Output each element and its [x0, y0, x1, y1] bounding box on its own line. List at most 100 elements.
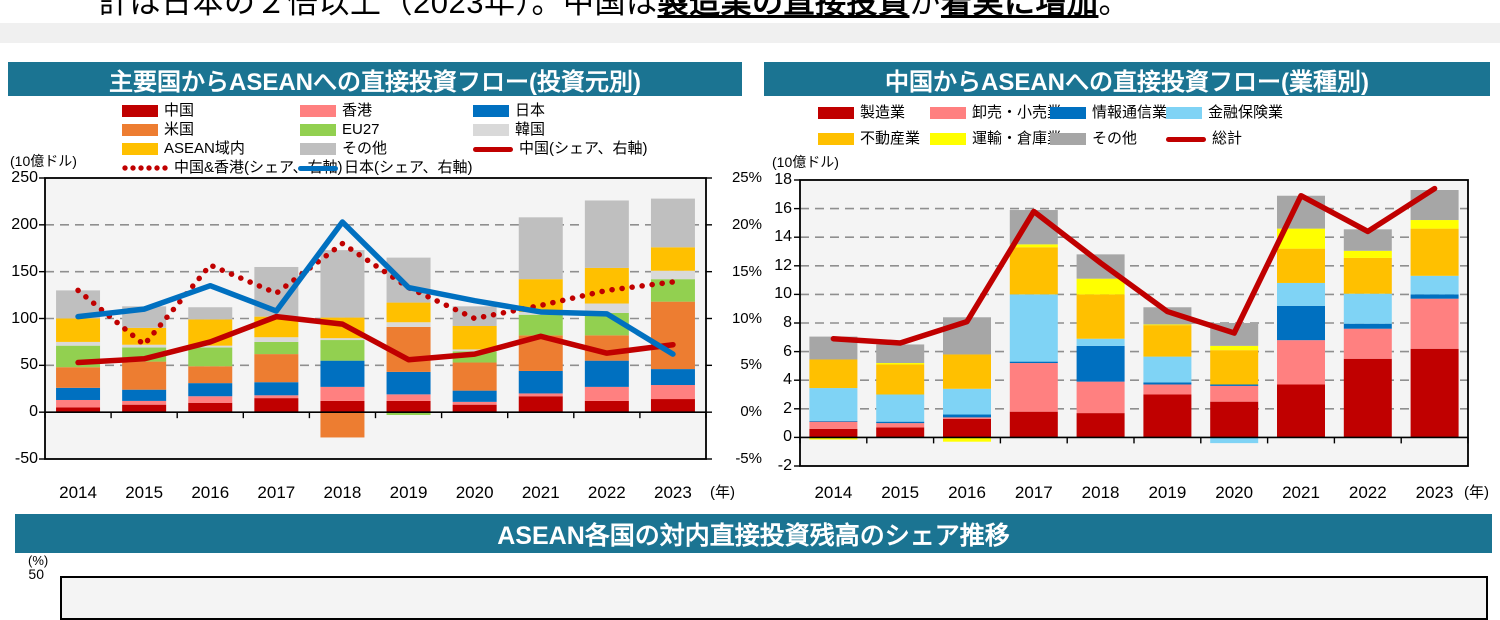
legend-item: 不動産業 — [818, 130, 920, 148]
x-axis-year-label: 2014 — [814, 483, 853, 502]
dotted-line-swatch-icon — [122, 165, 168, 171]
x-axis-year-label: 2014 — [59, 483, 97, 502]
color-box-swatch-icon — [1166, 107, 1202, 119]
legend-label: 総計 — [1212, 130, 1243, 147]
x-axis-year-label: 2017 — [1014, 483, 1053, 502]
y-axis-tick-label: -2 — [777, 457, 792, 474]
legend-item: 香港 — [300, 102, 372, 120]
legend-item: 総計 — [1166, 130, 1242, 148]
legend-item: 日本(シェア、右軸) — [298, 159, 473, 177]
line-swatch-icon — [298, 165, 338, 171]
legend-label: 米国 — [164, 121, 195, 138]
top-text: 計は日本の２倍以上（2023年）。中国は製造業の直接投資が着実に増加。 — [98, 0, 1488, 24]
bottom-chart-plot — [60, 576, 1488, 620]
top-text-segment: 計は日本の２倍以上（2023年）。中国は — [98, 0, 658, 20]
legend-label: 日本 — [515, 102, 546, 119]
y-axis-tick-label: 0 — [29, 403, 38, 421]
left-chart-legend: 中国 香港 日本米国 EU27 韓国 ASEAN域内 その他 中国(シェア、右軸) 中国&香港(… — [122, 102, 742, 178]
x-axis-year-label: 2018 — [323, 483, 362, 502]
legend-label: 情報通信業 — [1092, 104, 1168, 121]
legend-item: EU27 — [300, 121, 380, 139]
y-axis-tick-label: 50 — [20, 356, 38, 374]
color-box-swatch-icon — [930, 107, 966, 119]
x-axis-year-label: 2023 — [654, 483, 692, 502]
right-chart-unit-label: (10億ドル) — [772, 154, 839, 170]
legend-item: 卸売・小売業 — [930, 104, 1062, 122]
legend-label: 韓国 — [515, 121, 546, 138]
legend-label: 製造業 — [860, 104, 906, 121]
legend-item: 中国 — [122, 102, 194, 120]
color-box-swatch-icon — [818, 107, 854, 119]
color-box-swatch-icon — [1050, 107, 1086, 119]
color-box-swatch-icon — [122, 124, 158, 136]
right-axis-tick-label: 5% — [740, 356, 762, 374]
color-box-swatch-icon — [122, 143, 158, 155]
y-axis-tick-label: 18 — [774, 171, 792, 188]
legend-item: 日本 — [473, 102, 545, 120]
legend-item: 製造業 — [818, 104, 905, 122]
right-chart-legend: 製造業 卸売・小売業 情報通信業 金融保険業不動産業 運輸・倉庫業 その他 総計 — [818, 104, 1490, 154]
x-axis-year-label: 2019 — [1148, 483, 1187, 502]
legend-item: 中国&香港(シェア、右軸) — [122, 159, 343, 177]
legend-item: 運輸・倉庫業 — [930, 130, 1062, 148]
y-axis-tick-label: 200 — [11, 215, 38, 233]
y-axis-tick-label: 14 — [774, 228, 792, 246]
legend-label: 中国 — [164, 102, 195, 119]
right-axis-tick-label: -5% — [735, 450, 762, 467]
y-axis-tick-label: 2 — [783, 399, 792, 417]
legend-item: 韓国 — [473, 121, 545, 139]
legend-label: その他 — [342, 140, 388, 157]
y-axis-tick-label: 10 — [774, 285, 792, 303]
right-axis-tick-label: 0% — [740, 403, 762, 421]
top-text-segment: 製造業の直接投資 — [657, 0, 910, 20]
legend-label: 不動産業 — [860, 130, 921, 147]
right-axis-tick-label: 15% — [731, 262, 762, 280]
right-axis-tick-label: 20% — [731, 215, 762, 233]
legend-item: ASEAN域内 — [122, 140, 245, 158]
chart-left-svg — [39, 177, 712, 460]
line-swatch-icon — [1166, 136, 1206, 142]
x-axis-year-label: 2022 — [587, 483, 626, 502]
x-axis-year-label: 2016 — [191, 483, 230, 502]
top-text-segment: が — [909, 0, 941, 20]
x-axis-year-label: 2019 — [389, 483, 428, 502]
x-axis-year-label: 2022 — [1348, 483, 1387, 502]
x-axis-year-label: 2020 — [1215, 483, 1254, 502]
legend-item: その他 — [1050, 130, 1137, 148]
x-axis-year-label: 2016 — [948, 483, 986, 502]
chart-right-svg — [794, 179, 1469, 467]
y-axis-tick-label: 4 — [783, 371, 792, 389]
bottom-chart-unit-label: (%) — [28, 553, 49, 568]
right-axis-tick-label: 25% — [731, 169, 762, 186]
y-axis-tick-label: 150 — [11, 262, 38, 280]
legend-item: その他 — [300, 140, 387, 158]
top-text-segment: 。 — [1098, 0, 1130, 20]
top-text-line: 計は日本の２倍以上（2023年）。中国は製造業の直接投資が着実に増加。 — [98, 0, 1488, 20]
legend-label: 金融保険業 — [1208, 104, 1284, 121]
color-box-swatch-icon — [300, 124, 336, 136]
x-axis-year-label: 2021 — [521, 483, 560, 502]
top-strip — [0, 23, 1500, 43]
y-axis-tick-label: 250 — [11, 169, 38, 186]
top-text-segment: 着実に増加 — [940, 0, 1099, 20]
left-chart-unit-label: (10億ドル) — [10, 153, 77, 169]
x-axis-year-label: 2017 — [257, 483, 296, 502]
bottom-chart-title: ASEAN各国の対内直接投資残高のシェア推移 — [15, 514, 1492, 553]
y-axis-tick-label: 0 — [783, 428, 792, 446]
right-axis-tick-label: 10% — [731, 309, 762, 327]
y-axis-tick-label: 16 — [774, 199, 792, 217]
y-axis-tick-label: 100 — [11, 309, 38, 327]
legend-item: 金融保険業 — [1166, 104, 1283, 122]
x-axis-year-label: 2020 — [455, 483, 494, 502]
x-axis-year-label: 2015 — [881, 483, 920, 502]
series-line — [75, 313, 676, 366]
legend-item: 中国(シェア、右軸) — [473, 140, 648, 158]
color-box-swatch-icon — [473, 124, 509, 136]
x-axis-year-label: 2015 — [125, 483, 164, 502]
legend-label: 中国&香港(シェア、右軸) — [174, 159, 343, 176]
line-swatch-icon — [473, 146, 513, 152]
legend-item: 米国 — [122, 121, 194, 139]
color-box-swatch-icon — [300, 105, 336, 117]
left-chart-year-unit: (年) — [710, 484, 735, 501]
series-line — [75, 219, 676, 357]
